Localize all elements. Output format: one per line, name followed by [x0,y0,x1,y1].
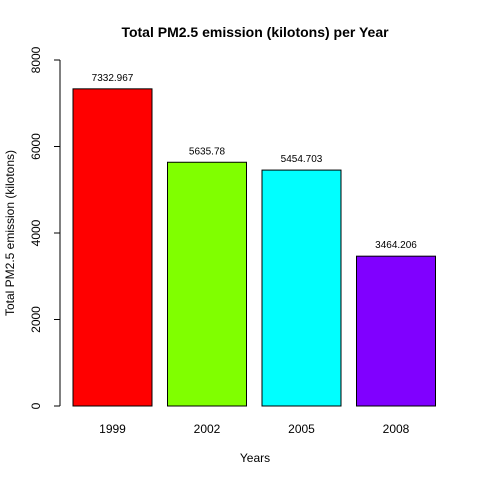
y-tick-label: 6000 [29,133,43,160]
x-axis-label: Years [240,451,270,465]
y-tick-label: 8000 [29,46,43,73]
y-tick-label: 0 [29,402,43,409]
bars-group: 7332.967 1999 5635.78 2002 5454.703 2005 3464.… [72,73,436,436]
x-tick-label: 2002 [194,422,221,436]
data-label: 5454.703 [281,154,323,165]
y-tick-label: 2000 [29,306,43,333]
bar-2002 [167,161,247,407]
y-tick-label: 4000 [29,219,43,246]
data-label: 5635.78 [189,146,226,157]
bar-1999 [72,88,153,407]
data-label: 7332.967 [92,73,134,84]
bar-2008 [356,255,436,407]
x-tick-label: 2005 [288,422,315,436]
bar-2005 [261,169,342,407]
x-tick-label: 1999 [99,422,126,436]
data-label: 3464.206 [375,240,417,251]
x-tick-label: 2008 [383,422,410,436]
y-axis: 0 2000 4000 6000 8000 [29,46,61,409]
y-axis-label: Total PM2.5 emission (kilotons) [3,150,17,316]
chart-title: Total PM2.5 emission (kilotons) per Year [121,24,389,40]
